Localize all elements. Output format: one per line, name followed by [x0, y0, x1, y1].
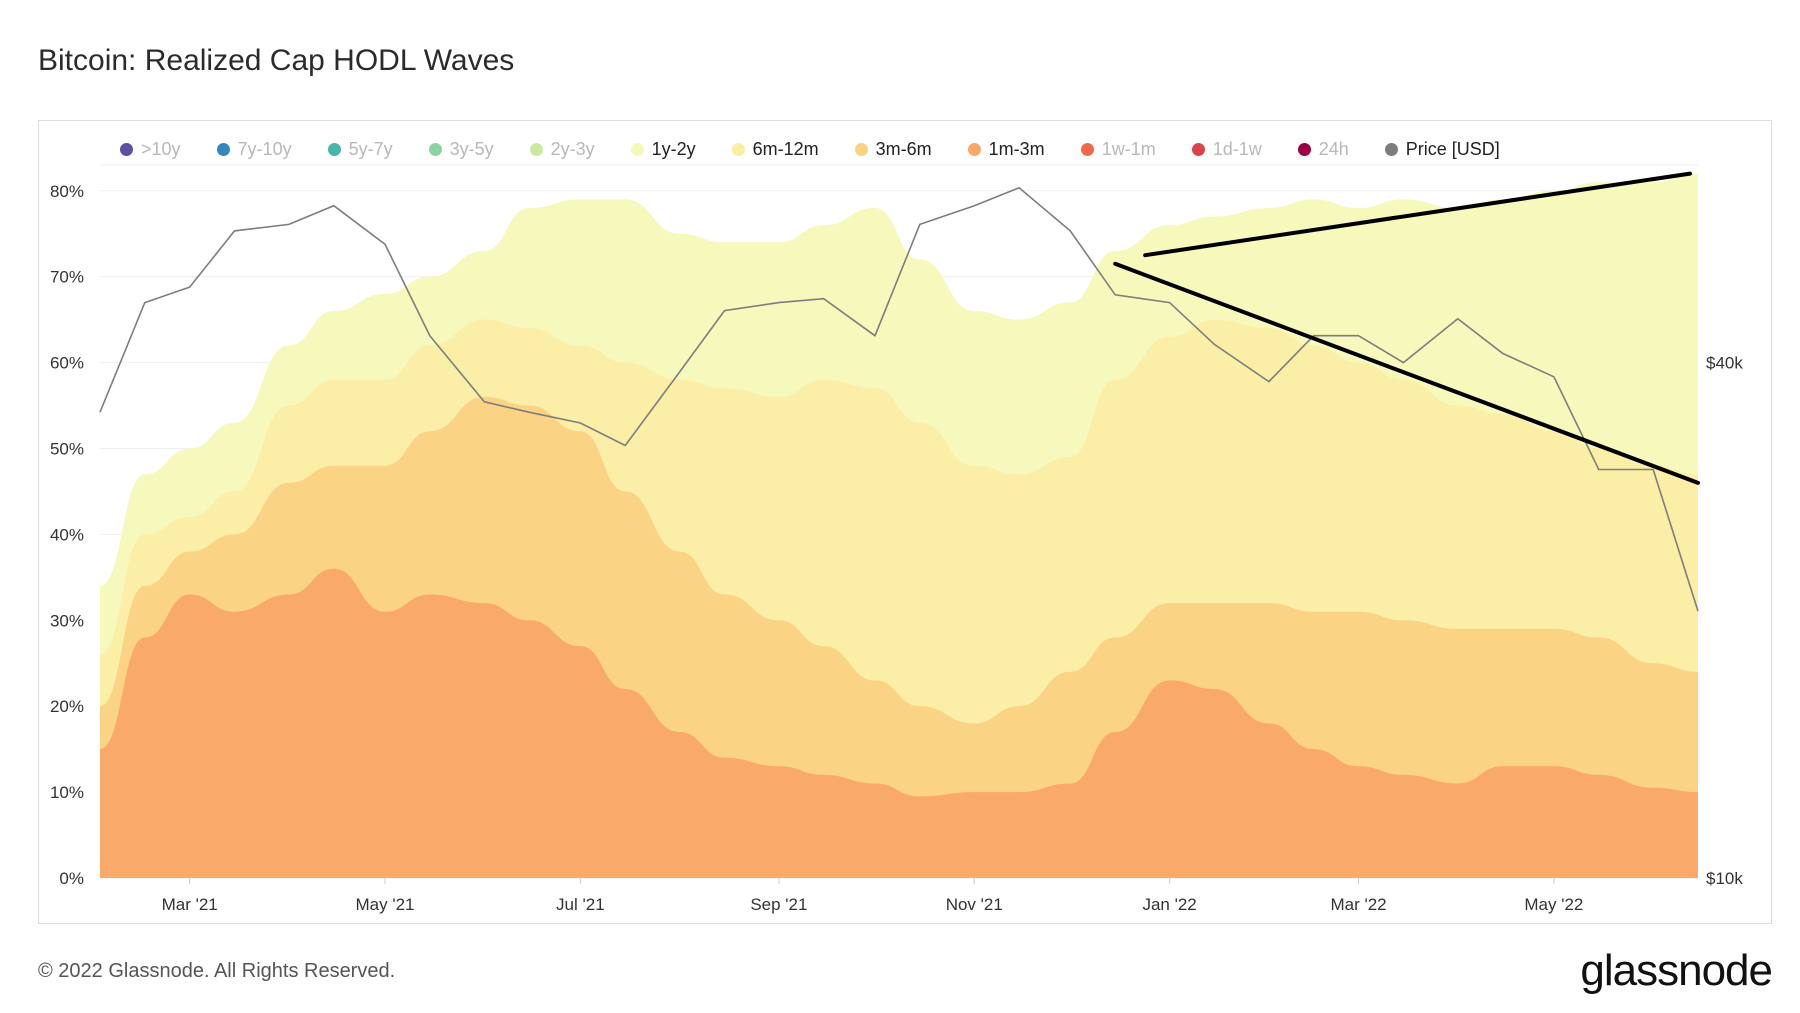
price-line: [99, 186, 1699, 612]
y-tick-label: 80%: [50, 182, 84, 201]
legend-dot-icon: [428, 142, 442, 156]
legend-item[interactable]: 6m-12m: [731, 136, 819, 162]
legend-label: 1y-2y: [651, 138, 696, 159]
legend-label: 1m-3m: [988, 138, 1045, 159]
legend-item[interactable]: 1w-1m: [1080, 136, 1156, 162]
y-tick-label: 50%: [50, 439, 84, 458]
legend-dot-icon: [1297, 142, 1311, 156]
legend-item[interactable]: 1m-3m: [967, 136, 1045, 162]
legend-dot-icon: [967, 142, 981, 156]
legend-label: 1w-1m: [1101, 138, 1156, 159]
legend-item[interactable]: 3y-5y: [428, 136, 494, 162]
legend-label: Price [USD]: [1405, 138, 1500, 159]
x-tick-label: Mar '22: [1330, 895, 1386, 914]
chart-frame: [38, 120, 1772, 924]
y-tick-label: 70%: [50, 268, 84, 287]
legend-label: 6m-12m: [752, 138, 819, 159]
legend-dot-icon: [529, 142, 543, 156]
brand-logo: glassnode: [1580, 946, 1773, 995]
price-axis-label: $40k: [1706, 354, 1743, 373]
x-tick-label: May '21: [356, 895, 415, 914]
y-tick-label: 40%: [50, 525, 84, 544]
x-tick-label: Jul '21: [556, 895, 605, 914]
legend-label: 2y-3y: [550, 138, 595, 159]
legend-item[interactable]: 2y-3y: [529, 136, 595, 162]
trend-line-lower: [1113, 261, 1700, 485]
x-tick-label: Sep '21: [750, 895, 807, 914]
legend-label: 3m-6m: [875, 138, 932, 159]
legend-dot-icon: [1191, 142, 1205, 156]
legend-label: 7y-10y: [237, 138, 292, 159]
copyright-footer: © 2022 Glassnode. All Rights Reserved.: [38, 960, 396, 982]
x-tick-label: Jan '22: [1142, 895, 1196, 914]
x-tick-label: Mar '21: [162, 895, 218, 914]
chart-legend: >10y 7y-10y 5y-7y 3y-5y 2y-3y 1y-2y 6m-12m 3m-6…: [120, 136, 1780, 162]
legend-label: 5y-7y: [348, 138, 393, 159]
legend-item[interactable]: 7y-10y: [216, 136, 292, 162]
y-tick-label: 60%: [50, 354, 84, 373]
legend-item[interactable]: 1d-1w: [1191, 136, 1262, 162]
legend-item[interactable]: 1y-2y: [630, 136, 696, 162]
legend-label: 3y-5y: [449, 138, 494, 159]
legend-dot-icon: [327, 142, 341, 156]
area-1m-3m: [100, 568, 1698, 878]
legend-dot-icon: [216, 142, 230, 156]
legend-dot-icon: [630, 142, 644, 156]
x-tick-label: Nov '21: [946, 895, 1003, 914]
y-tick-label: 20%: [50, 697, 84, 716]
legend-dot-icon: [120, 142, 133, 156]
legend-item[interactable]: >10y: [120, 136, 181, 162]
legend-item[interactable]: 3m-6m: [854, 136, 932, 162]
trend-line-upper: [1143, 171, 1692, 258]
legend-item[interactable]: Price [USD]: [1384, 136, 1500, 162]
chart-title: Bitcoin: Realized Cap HODL Waves: [38, 44, 515, 77]
legend-item[interactable]: 24h: [1297, 136, 1349, 162]
y-tick-label: 0%: [59, 869, 84, 888]
legend-label: 1d-1w: [1212, 138, 1262, 159]
legend-dot-icon: [731, 142, 745, 156]
legend-item[interactable]: 5y-7y: [327, 136, 393, 162]
y-tick-label: 30%: [50, 611, 84, 630]
y-tick-label: 10%: [50, 783, 84, 802]
legend-dot-icon: [1384, 142, 1398, 156]
legend-dot-icon: [854, 142, 868, 156]
legend-dot-icon: [1080, 142, 1094, 156]
x-tick-label: May '22: [1524, 895, 1583, 914]
legend-label: 24h: [1318, 138, 1349, 159]
legend-label: >10y: [141, 138, 181, 159]
price-axis-label: $10k: [1706, 869, 1743, 888]
